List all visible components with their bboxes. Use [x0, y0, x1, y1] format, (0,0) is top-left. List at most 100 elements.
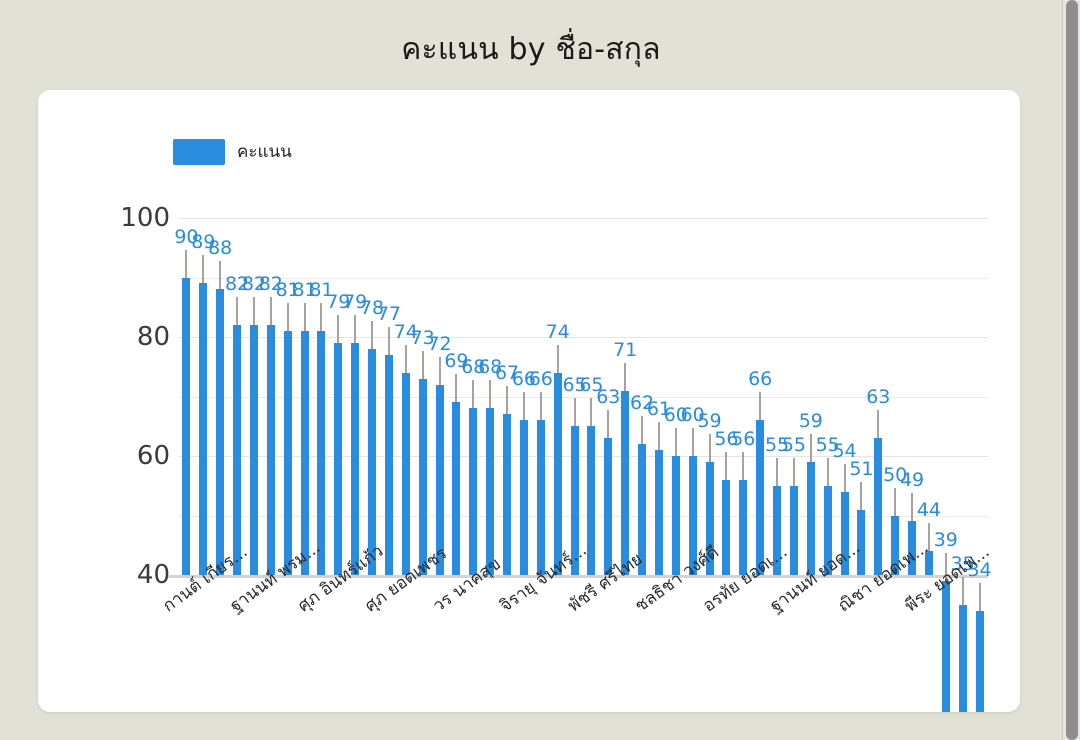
bar-value-label: 81: [275, 279, 300, 302]
bar[interactable]: [722, 479, 731, 575]
bar-value-label: 63: [596, 386, 621, 409]
bar[interactable]: [739, 479, 748, 575]
bar[interactable]: [503, 414, 512, 575]
bar[interactable]: [958, 604, 967, 712]
bar-leader-line: [927, 523, 930, 552]
bar[interactable]: [924, 551, 933, 575]
legend-label-kanaen: คะแนน: [237, 142, 292, 162]
bar-value-label: 59: [697, 409, 722, 432]
bar[interactable]: [216, 289, 225, 575]
bar[interactable]: [536, 420, 545, 575]
bar[interactable]: [249, 325, 258, 575]
vertical-scrollbar-track[interactable]: [1062, 0, 1080, 740]
bar-value-label: 81: [292, 279, 317, 302]
bar-value-label: 81: [309, 279, 334, 302]
bar-leader-line: [911, 493, 914, 522]
bar-value-label: 72: [427, 332, 452, 355]
bar[interactable]: [621, 390, 630, 575]
vertical-scrollbar-thumb[interactable]: [1066, 0, 1078, 740]
bar-value-label: 59: [798, 409, 823, 432]
bar-value-label: 56: [731, 427, 756, 450]
bar[interactable]: [266, 325, 275, 575]
bar-leader-line: [607, 410, 610, 439]
bar-leader-line: [725, 451, 728, 480]
bar[interactable]: [452, 402, 461, 575]
bar[interactable]: [469, 408, 478, 575]
bar[interactable]: [874, 438, 883, 575]
gridline-major: [178, 218, 988, 219]
bar[interactable]: [368, 348, 377, 575]
bar-leader-line: [236, 297, 239, 326]
bar[interactable]: [351, 342, 360, 575]
bar[interactable]: [401, 372, 410, 575]
bar[interactable]: [823, 485, 832, 575]
bar-leader-line: [472, 380, 475, 409]
bar[interactable]: [519, 420, 528, 575]
bar-value-label: 78: [359, 296, 385, 319]
bar[interactable]: [486, 408, 495, 575]
bar[interactable]: [317, 331, 326, 575]
bar-value-label: 68: [461, 356, 486, 379]
bar-value-label: 63: [866, 386, 891, 409]
bar-value-label: 65: [579, 374, 604, 397]
bar[interactable]: [756, 420, 765, 575]
bar-value-label: 50: [883, 463, 908, 486]
bar[interactable]: [418, 378, 427, 575]
bar-leader-line: [894, 487, 897, 516]
bar-value-label: 66: [748, 368, 773, 391]
bar[interactable]: [604, 438, 613, 575]
bar-value-label: 73: [410, 326, 435, 349]
bar[interactable]: [300, 331, 309, 575]
bar[interactable]: [806, 461, 815, 575]
bar[interactable]: [384, 354, 393, 575]
bar[interactable]: [182, 277, 191, 575]
bar[interactable]: [908, 521, 917, 575]
bar-value-label: 90: [174, 225, 199, 248]
bar-leader-line: [590, 398, 593, 427]
bar-leader-line: [286, 303, 289, 332]
bar-leader-line: [371, 320, 374, 349]
bar-value-label: 62: [629, 392, 655, 415]
bar[interactable]: [570, 426, 579, 575]
bar[interactable]: [705, 461, 714, 575]
bar-leader-line: [809, 433, 812, 462]
bar-leader-line: [877, 410, 880, 439]
chart-legend[interactable]: คะแนน: [173, 138, 292, 165]
bar[interactable]: [941, 580, 950, 712]
bar[interactable]: [334, 342, 343, 575]
bar[interactable]: [891, 515, 900, 575]
bar-value-label: 55: [815, 433, 840, 456]
bar[interactable]: [840, 491, 849, 575]
bar[interactable]: [435, 384, 444, 575]
bar[interactable]: [654, 450, 663, 575]
bar-leader-line: [961, 576, 964, 605]
bar-leader-line: [826, 457, 829, 486]
bar[interactable]: [671, 456, 680, 575]
bar-value-label: 66: [511, 368, 537, 391]
page-title: คะแนน by ชื่อ-สกุล: [401, 32, 661, 67]
bar[interactable]: [553, 372, 562, 575]
bar-leader-line: [489, 380, 492, 409]
bar-leader-line: [742, 451, 745, 480]
bar[interactable]: [789, 485, 798, 575]
bar[interactable]: [283, 331, 292, 575]
bar-value-label: 60: [663, 404, 688, 426]
bar-leader-line: [202, 255, 205, 284]
bar-value-label: 56: [714, 427, 739, 450]
bar[interactable]: [773, 485, 782, 575]
bar-value-label: 55: [764, 433, 790, 456]
legend-swatch-kanaen: [173, 138, 225, 165]
bar[interactable]: [975, 610, 984, 712]
bar[interactable]: [233, 325, 242, 575]
bar[interactable]: [688, 456, 697, 575]
bar[interactable]: [857, 509, 866, 575]
bar[interactable]: [638, 444, 647, 575]
bar-value-label: 82: [224, 273, 250, 296]
bar-value-label: 44: [916, 499, 942, 522]
bar-leader-line: [776, 457, 779, 486]
x-axis-baseline: [168, 575, 988, 578]
bar[interactable]: [587, 426, 596, 575]
bar[interactable]: [199, 283, 208, 575]
bar-value-label: 74: [545, 320, 570, 343]
bar-value-label: 79: [326, 290, 351, 313]
